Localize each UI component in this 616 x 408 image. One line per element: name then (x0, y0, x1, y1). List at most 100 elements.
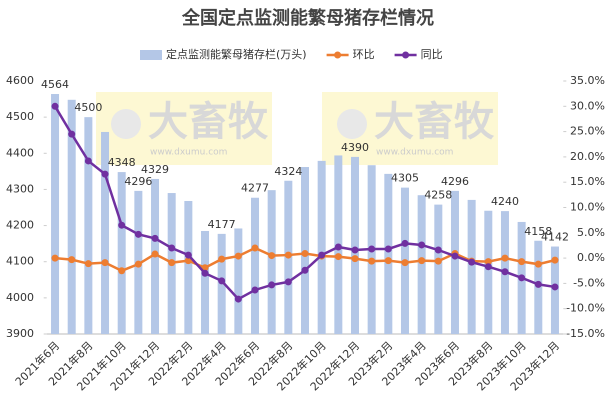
line-marker (351, 246, 359, 254)
bar (84, 117, 93, 335)
data-label: 4240 (491, 195, 519, 208)
data-label: 4177 (208, 218, 236, 231)
line-marker (501, 254, 509, 262)
line-marker (334, 253, 342, 261)
line-marker (234, 252, 242, 260)
y-tick-label: 4400 (6, 146, 34, 159)
bar (267, 190, 276, 334)
line-marker (101, 259, 109, 267)
y-tick-label: 4200 (6, 219, 34, 232)
line-marker (118, 267, 126, 275)
line-marker (134, 230, 142, 238)
bar (484, 210, 493, 334)
line-marker (518, 258, 526, 266)
watermark-url: www.dxumu.com (376, 148, 453, 158)
line-marker (234, 295, 242, 303)
legend-swatch (402, 51, 410, 59)
line-marker (251, 244, 259, 252)
line-marker (551, 283, 559, 291)
watermark-brand: 大畜牧 (148, 99, 269, 145)
data-label: 4296 (441, 175, 469, 188)
line-marker (68, 256, 76, 264)
y2-tick-label: 30.0% (570, 99, 605, 112)
line-marker (534, 280, 542, 288)
line-marker (418, 257, 426, 265)
line-marker (418, 241, 426, 249)
line-marker (118, 221, 126, 229)
line-marker (84, 260, 92, 268)
line-marker (184, 257, 192, 265)
line-marker (384, 245, 392, 253)
y-tick-label: 4300 (6, 182, 34, 195)
line-marker (251, 286, 259, 294)
line-marker (451, 252, 459, 260)
bar (317, 160, 326, 334)
bar (234, 228, 243, 334)
y-tick-label: 3900 (6, 327, 34, 340)
watermark: 大畜牧 www.dxumu.com 大畜牧 www.dxumu.com (96, 92, 498, 165)
line-marker (284, 251, 292, 259)
bar (434, 204, 443, 334)
line-marker (351, 255, 359, 263)
y2-tick-label: 15.0% (570, 175, 605, 188)
data-label: 4324 (274, 165, 302, 178)
y2-tick-label: -15.0% (566, 327, 605, 340)
line-marker (434, 246, 442, 254)
line-marker (218, 277, 226, 285)
line-marker (268, 281, 276, 289)
y2-tick-label: -10.0% (566, 302, 605, 315)
y-tick-label: 4100 (6, 255, 34, 268)
y-tick-label: 4600 (6, 74, 34, 87)
line-marker (301, 266, 309, 274)
line-marker (184, 251, 192, 259)
line-marker (484, 263, 492, 271)
data-label: 4158 (524, 225, 552, 238)
data-label: 4277 (241, 182, 269, 195)
legend-swatch (140, 50, 162, 60)
bar (417, 195, 426, 334)
bar (350, 156, 359, 334)
line-marker (368, 245, 376, 253)
y-tick-label: 4000 (6, 291, 34, 304)
line-marker (368, 257, 376, 265)
watermark-logo (337, 109, 367, 139)
y2-tick-label: -5.0% (573, 276, 605, 289)
line-marker (201, 269, 209, 277)
bar (101, 131, 110, 334)
line-marker (218, 255, 226, 263)
line-marker (484, 258, 492, 266)
data-label: 4258 (424, 189, 452, 202)
bar (384, 173, 393, 334)
y-tick-label: 4500 (6, 110, 34, 123)
y2-tick-label: 25.0% (570, 125, 605, 138)
bar (251, 197, 260, 334)
data-label: 4390 (341, 141, 369, 154)
line-marker (301, 250, 309, 258)
bar (67, 99, 76, 335)
legend-swatch (334, 51, 342, 59)
data-label: 4142 (541, 231, 569, 244)
data-label: 4305 (391, 172, 419, 185)
line-marker (401, 239, 409, 247)
line-marker (551, 256, 559, 264)
line-marker (518, 274, 526, 282)
line-marker (201, 264, 209, 272)
data-label: 4564 (41, 78, 69, 91)
line-marker (384, 257, 392, 265)
legend-label: 定点监测能繁母猪存栏(万头) (166, 47, 307, 61)
line-marker (268, 252, 276, 260)
line-marker (468, 258, 476, 266)
line-marker (401, 259, 409, 267)
line-marker (151, 250, 159, 258)
line-marker (151, 234, 159, 242)
data-label: 4348 (108, 156, 136, 169)
line-marker (534, 260, 542, 268)
line-marker (334, 243, 342, 251)
bar (184, 200, 193, 334)
line-marker (51, 102, 59, 110)
watermark-brand: 大畜牧 (374, 99, 495, 145)
y2-tick-label: 5.0% (577, 226, 605, 239)
line-marker (84, 157, 92, 165)
line-marker (434, 257, 442, 265)
line-marker (168, 259, 176, 267)
